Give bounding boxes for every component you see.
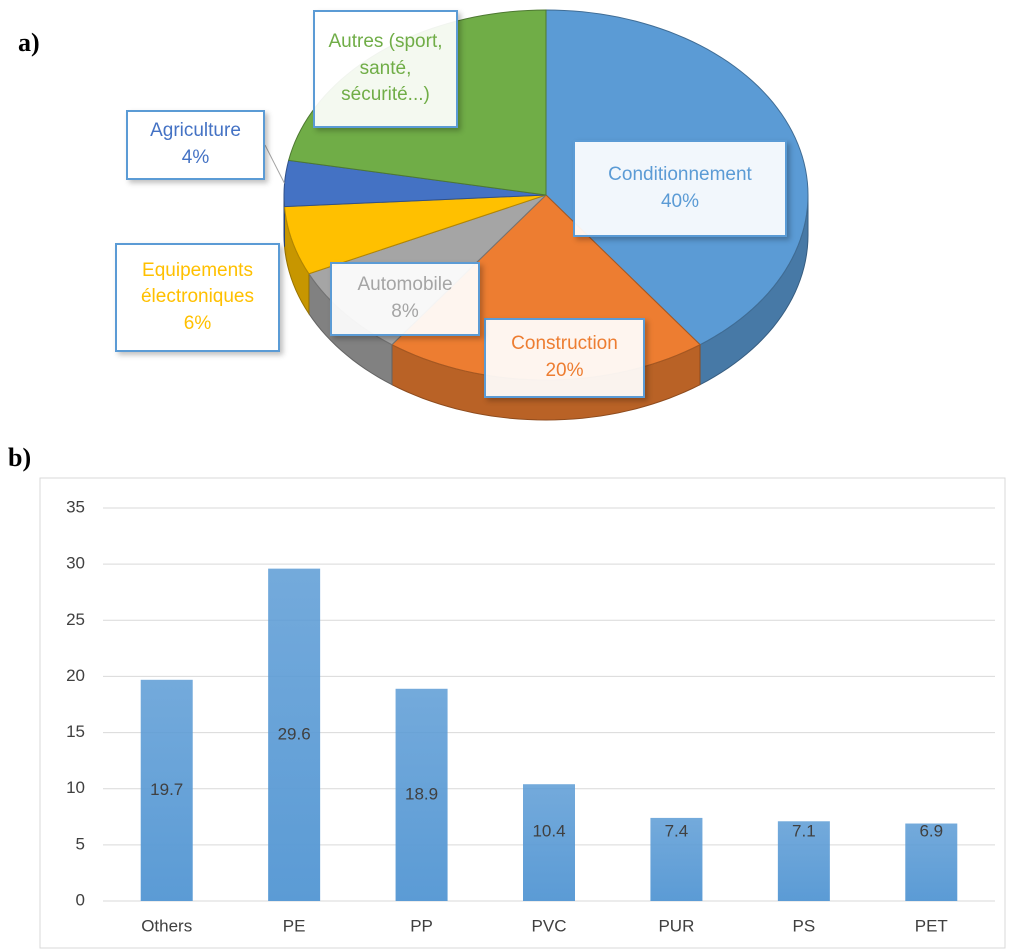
bar [268,568,321,901]
callout: Automobile 8% [330,262,480,336]
value-label: 19.7 [150,780,183,799]
panel-label: a) [18,28,40,57]
value-label: 29.6 [278,724,311,743]
y-tick-label: 10 [66,778,85,797]
bar-chart-frame [39,477,1006,949]
pie-slice [283,159,547,208]
slice-label: Automobile [357,274,453,296]
bar [650,817,703,901]
bar [523,784,575,901]
pie-slice [283,194,547,275]
x-tick-label: Others [141,916,192,935]
bar [395,688,448,901]
value-label: 18.9 [405,784,438,803]
value-label: 7.4 [665,821,689,840]
slice-value-label: 8% [391,301,419,322]
slice-value-label: 20% [545,360,584,381]
callout: Agriculture 4% [126,110,265,180]
y-tick-label: 0 [76,890,85,909]
slice-label: Conditionnement [608,163,752,185]
y-tick-label: 20 [66,666,85,685]
callout: Autres (sport, santé, sécurité...) [313,10,458,128]
value-label: 7.1 [792,821,816,840]
bar [140,679,193,901]
callout: Equipements électroniques 6% [115,243,280,352]
x-tick-label: PS [793,916,816,935]
callout: Conditionnement 40% [573,140,787,237]
y-tick-label: 15 [66,722,85,741]
y-tick-label: 25 [66,610,85,629]
slice-label: Equipements électroniques [140,259,255,308]
x-tick-label: PP [410,916,433,935]
slice-label: Autres (sport, santé, sécurité...) [328,31,443,106]
bar [777,821,830,901]
callout: Construction 20% [484,318,645,398]
y-tick-label: 5 [76,834,85,853]
value-label: 10.4 [532,821,565,840]
callout-connector [264,144,285,184]
slice-value-label: 6% [183,312,212,334]
value-label: 6.9 [919,821,943,840]
x-tick-label: PET [915,916,948,935]
y-tick-label: 35 [66,497,85,516]
slice-label: Construction [511,333,618,355]
panel-label: b) [8,443,31,472]
x-tick-label: PVC [532,916,567,935]
y-tick-label: 30 [66,554,85,573]
slice-value-label: 4% [181,147,210,168]
slice-value-label: 40% [660,190,700,212]
x-tick-label: PUR [658,916,694,935]
slice-label: Agriculture [150,120,241,142]
bar [905,823,958,901]
x-tick-label: PE [283,916,306,935]
